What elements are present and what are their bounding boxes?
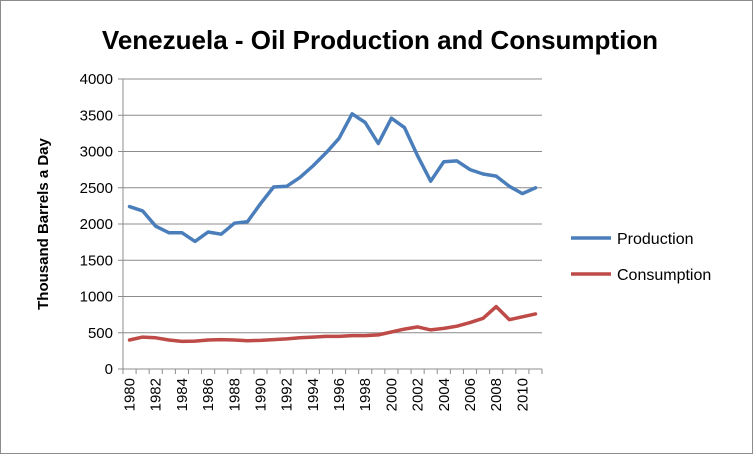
x-tick-label: 2000 (383, 378, 400, 411)
legend-label-consumption: Consumption (617, 267, 711, 284)
x-tick-label: 1992 (279, 378, 296, 411)
y-tick-label: 2000 (80, 216, 113, 233)
legend-label-production: Production (617, 231, 694, 248)
x-tick-label: 2002 (410, 378, 427, 411)
x-tick-label: 2004 (436, 378, 453, 411)
y-tick-label: 4000 (80, 71, 113, 88)
y-tick-label: 2500 (80, 180, 113, 197)
series-line-consumption (127, 304, 538, 344)
y-tick-label: 3000 (80, 144, 113, 161)
series-lines (127, 112, 538, 344)
x-tick-label: 1984 (174, 378, 191, 411)
x-tick-label: 1996 (331, 378, 348, 411)
x-tick-label: 1990 (252, 378, 269, 411)
y-axis-label: Thousand Barrels a Day (35, 137, 52, 309)
chart-title: Venezuela - Oil Production and Consumpti… (102, 25, 658, 55)
series-line-production (127, 112, 538, 244)
x-tick-label: 1994 (305, 378, 322, 411)
x-tick-label: 1980 (122, 378, 139, 411)
gridlines (118, 78, 542, 370)
x-tick-label: 2008 (488, 378, 505, 411)
y-tick-label: 1500 (80, 252, 113, 269)
y-tick-label: 3500 (80, 107, 113, 124)
y-tick-labels: 0 500 1000 1500 2000 2500 3000 3500 4000 (80, 71, 113, 378)
legend: Production Consumption (571, 231, 711, 284)
x-tick-label: 1982 (148, 378, 165, 411)
x-tick-label: 1986 (200, 378, 217, 411)
y-tick-label: 0 (105, 361, 113, 378)
x-tick-label: 1998 (357, 378, 374, 411)
x-tick-label: 2010 (514, 378, 531, 411)
axes (122, 79, 543, 374)
y-tick-label: 500 (88, 325, 113, 342)
x-tick-labels: 1980 1982 1984 1986 1988 1990 1992 1994 1996 1998… (122, 378, 532, 411)
x-tick-label: 1988 (226, 378, 243, 411)
y-tick-label: 1000 (80, 289, 113, 306)
x-tick-label: 2006 (462, 378, 479, 411)
